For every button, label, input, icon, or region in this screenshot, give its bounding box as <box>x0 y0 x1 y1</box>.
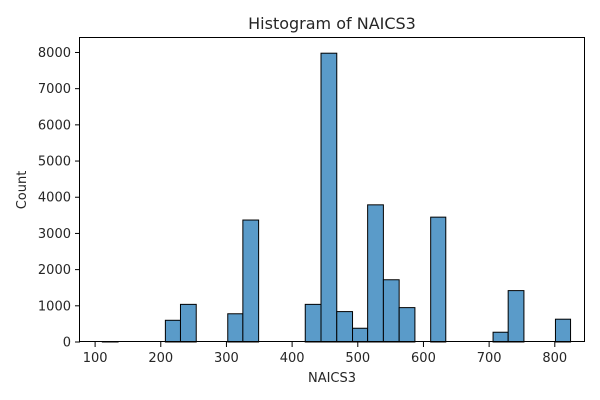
y-tick-label: 1000 <box>38 299 71 314</box>
histogram-bar <box>336 311 354 343</box>
x-tick-label: 700 <box>477 351 502 366</box>
y-tick-label: 2000 <box>38 263 71 278</box>
histogram-bar <box>367 204 384 343</box>
plot-frame <box>79 37 585 342</box>
bars-layer <box>101 52 572 343</box>
y-tick-label: 6000 <box>38 118 71 133</box>
histogram-bar <box>430 216 447 343</box>
y-axis: 0 1000 2000 3000 4000 5000 6000 7000 8000 <box>38 46 80 351</box>
x-axis-title: NAICS3 <box>308 371 356 386</box>
x-axis: 100 200 300 400 500 600 700 800 <box>83 342 567 366</box>
x-tick-label: 300 <box>214 351 239 366</box>
x-tick-label: 800 <box>542 351 567 366</box>
histogram-bar <box>179 303 197 343</box>
histogram-bar <box>507 290 525 343</box>
histogram-bar <box>398 307 416 343</box>
histogram-bar <box>242 219 260 343</box>
histogram-bar <box>554 318 572 343</box>
y-tick-label: 0 <box>63 336 71 351</box>
histogram-bar <box>304 303 322 343</box>
y-tick-label: 8000 <box>38 46 71 61</box>
histogram-bar <box>352 327 369 343</box>
x-tick-label: 600 <box>411 351 436 366</box>
x-tick-label: 400 <box>280 351 305 366</box>
histogram-bar <box>320 52 338 343</box>
y-tick-label: 7000 <box>38 82 71 97</box>
y-tick-label: 3000 <box>38 227 71 242</box>
y-tick-label: 5000 <box>38 155 71 170</box>
y-axis-title: Count <box>15 171 30 210</box>
x-tick-label: 500 <box>345 351 370 366</box>
histogram-bar <box>382 279 400 343</box>
histogram-bar <box>492 331 509 343</box>
x-tick-label: 100 <box>83 351 108 366</box>
histogram-bar <box>227 313 244 343</box>
histogram-bar <box>164 319 181 343</box>
x-tick-label: 200 <box>148 351 173 366</box>
y-tick-label: 4000 <box>38 191 71 206</box>
chart-title: Histogram of NAICS3 <box>248 14 416 33</box>
